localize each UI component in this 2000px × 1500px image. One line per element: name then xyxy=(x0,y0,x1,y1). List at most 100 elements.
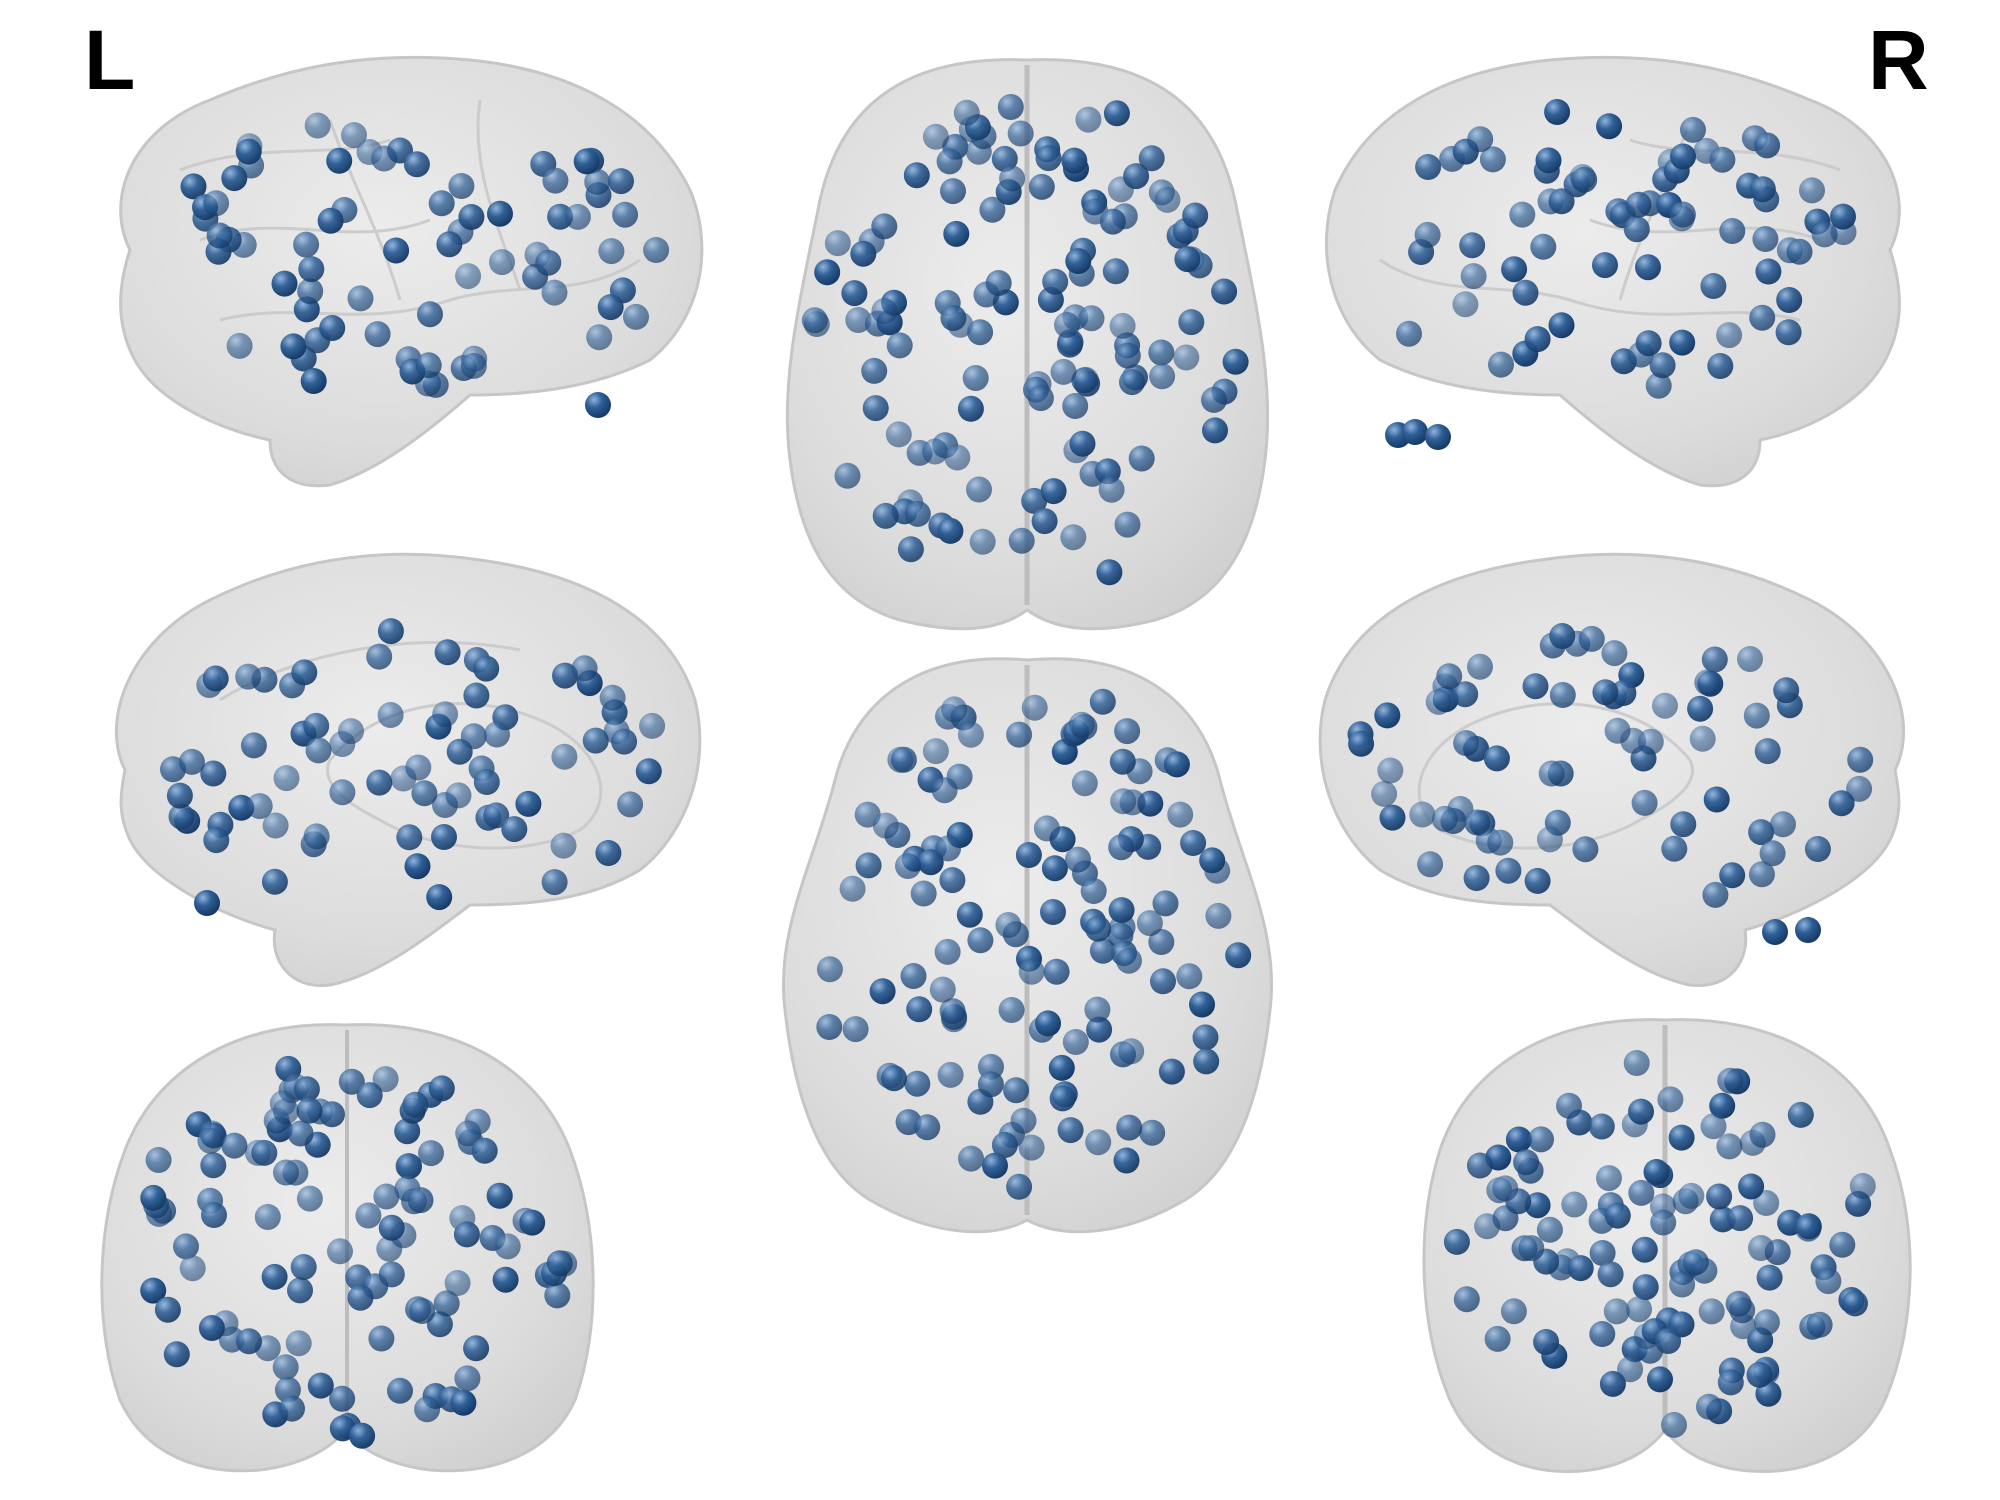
network-node xyxy=(1512,279,1539,306)
network-node xyxy=(1018,958,1045,985)
network-node xyxy=(1702,881,1729,908)
network-node xyxy=(1754,738,1781,765)
network-node xyxy=(598,238,625,265)
network-node xyxy=(998,997,1025,1023)
network-node xyxy=(347,1284,374,1311)
network-node xyxy=(635,758,662,785)
network-node xyxy=(1524,1192,1551,1219)
network-node xyxy=(140,1277,167,1304)
network-node xyxy=(546,1250,573,1277)
network-node xyxy=(1467,653,1493,680)
network-node xyxy=(1374,702,1401,729)
network-node xyxy=(366,643,393,670)
network-node xyxy=(1578,625,1605,652)
network-node xyxy=(1596,1165,1622,1192)
view-lateral-left xyxy=(119,55,704,488)
network-node xyxy=(1114,511,1141,538)
network-node xyxy=(1487,829,1514,856)
network-node xyxy=(1561,1191,1588,1218)
network-node xyxy=(356,1082,383,1109)
network-node xyxy=(1669,329,1696,356)
network-node xyxy=(1371,780,1398,807)
network-node xyxy=(1163,751,1190,778)
network-node xyxy=(1027,385,1054,412)
network-node xyxy=(985,270,1012,296)
network-node xyxy=(394,1118,421,1145)
network-node xyxy=(1109,312,1136,339)
network-node xyxy=(1599,1370,1626,1397)
network-node xyxy=(1118,1038,1145,1065)
network-node xyxy=(240,732,267,759)
network-node xyxy=(1530,233,1557,260)
network-node xyxy=(1657,1086,1684,1113)
network-node xyxy=(450,1389,477,1416)
network-node xyxy=(871,298,898,324)
network-node xyxy=(372,1066,399,1093)
network-node xyxy=(1652,692,1678,719)
network-node xyxy=(1500,1298,1527,1325)
network-node xyxy=(338,1068,365,1095)
network-node xyxy=(486,1182,513,1209)
network-node xyxy=(221,165,248,192)
network-node xyxy=(1755,258,1782,285)
network-node xyxy=(1753,1309,1780,1336)
network-node xyxy=(347,285,374,312)
network-node xyxy=(492,1266,519,1293)
network-node xyxy=(1180,830,1207,856)
network-node xyxy=(403,151,430,178)
network-node xyxy=(226,332,253,359)
network-node xyxy=(1795,917,1821,943)
network-node xyxy=(1453,730,1480,757)
network-node xyxy=(541,279,568,306)
network-node xyxy=(1631,789,1658,816)
network-node xyxy=(235,663,262,690)
network-node xyxy=(1617,1356,1644,1383)
network-node xyxy=(1173,344,1200,371)
network-node xyxy=(1431,805,1458,832)
network-node xyxy=(1061,147,1088,174)
network-node xyxy=(1754,132,1781,159)
network-node xyxy=(1635,330,1662,357)
network-node xyxy=(377,702,404,728)
network-node xyxy=(178,748,205,775)
network-node xyxy=(1522,673,1549,700)
network-node xyxy=(1225,942,1252,969)
network-node xyxy=(597,294,624,321)
network-node xyxy=(1524,867,1551,894)
network-node xyxy=(290,1254,317,1280)
network-node xyxy=(1535,147,1562,174)
network-node xyxy=(1102,258,1129,285)
network-node xyxy=(1828,790,1855,817)
network-node xyxy=(1701,646,1728,673)
network-node xyxy=(886,332,913,359)
network-node xyxy=(1452,291,1479,318)
network-node xyxy=(542,167,569,194)
network-node xyxy=(1080,878,1107,904)
network-node xyxy=(1056,331,1083,358)
network-node xyxy=(1099,208,1126,235)
network-node xyxy=(1049,1085,1076,1112)
network-node xyxy=(1377,757,1404,784)
network-node xyxy=(995,912,1022,938)
network-node xyxy=(1154,186,1181,213)
network-node xyxy=(1006,1173,1033,1200)
network-node xyxy=(364,321,391,348)
network-node xyxy=(1647,1366,1673,1393)
network-node xyxy=(872,812,899,839)
network-node xyxy=(1409,801,1436,828)
network-node xyxy=(303,712,330,739)
network-node xyxy=(967,927,994,954)
network-node xyxy=(236,1328,262,1355)
network-node xyxy=(338,718,364,745)
network-node xyxy=(1041,855,1068,882)
network-node xyxy=(541,869,568,896)
network-node xyxy=(1060,524,1087,551)
network-node xyxy=(378,1261,405,1288)
network-node xyxy=(489,249,515,276)
network-node xyxy=(287,1277,313,1304)
network-node xyxy=(1488,351,1514,378)
network-node xyxy=(904,500,931,527)
network-node xyxy=(519,1209,546,1236)
network-node xyxy=(1167,801,1194,828)
network-node xyxy=(1749,176,1776,203)
